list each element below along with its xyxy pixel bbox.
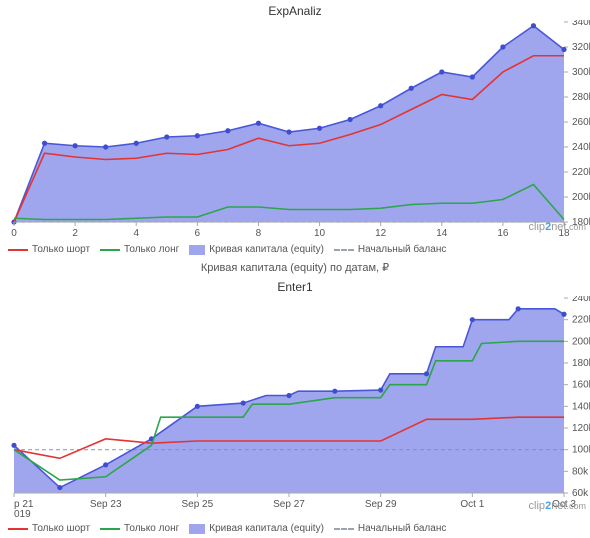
chart1-legend: Только шорт Только лонг Кривая капитала …	[0, 240, 590, 259]
legend-short-swatch	[8, 528, 28, 530]
svg-text:14: 14	[436, 228, 448, 239]
svg-text:12: 12	[375, 228, 387, 239]
svg-text:300k: 300k	[572, 67, 590, 78]
legend-short-2: Только шорт	[8, 523, 90, 534]
svg-text:100k: 100k	[572, 445, 590, 456]
chart2-legend: Только шорт Только лонг Кривая капитала …	[0, 519, 590, 538]
svg-text:180k: 180k	[572, 358, 590, 369]
svg-text:120k: 120k	[572, 423, 590, 434]
svg-text:340k: 340k	[572, 20, 590, 28]
svg-text:16: 16	[497, 228, 509, 239]
legend-equity-label: Кривая капитала (equity)	[209, 523, 324, 534]
svg-text:0: 0	[11, 228, 17, 239]
legend-long-swatch	[100, 249, 120, 251]
legend-baseline-2: Начальный баланс	[334, 523, 446, 534]
legend-baseline-label: Начальный баланс	[358, 523, 446, 534]
legend-long: Только лонг	[100, 244, 179, 255]
svg-text:200k: 200k	[572, 336, 590, 347]
mid-caption: Кривая капитала (equity) по датам, ₽	[0, 259, 590, 276]
svg-text:8: 8	[256, 228, 262, 239]
legend-equity: Кривая капитала (equity)	[189, 244, 324, 255]
legend-baseline-swatch	[334, 528, 354, 530]
watermark: clip2net.com	[529, 221, 586, 233]
legend-short-label: Только шорт	[32, 244, 90, 255]
svg-text:60k: 60k	[572, 488, 589, 499]
chart1-svg: 180k200k220k240k260k280k300k320k340k0246…	[0, 20, 590, 240]
chart2-title: Enter1	[0, 276, 590, 296]
svg-text:200k: 200k	[572, 192, 590, 203]
legend-equity-2: Кривая капитала (equity)	[189, 523, 324, 534]
svg-text:320k: 320k	[572, 42, 590, 53]
top-chart-container: ExpAnaliz 180k200k220k240k260k280k300k32…	[0, 0, 590, 259]
svg-text:80k: 80k	[572, 466, 589, 477]
legend-baseline-swatch	[334, 249, 354, 251]
chart1-plot: 180k200k220k240k260k280k300k320k340k0246…	[0, 20, 590, 240]
watermark-2: clip2net.com	[529, 500, 586, 512]
legend-long-swatch	[100, 528, 120, 530]
svg-text:2: 2	[72, 228, 78, 239]
svg-text:160k: 160k	[572, 380, 590, 391]
legend-equity-swatch	[189, 524, 205, 534]
svg-text:280k: 280k	[572, 92, 590, 103]
legend-short-label: Только шорт	[32, 523, 90, 534]
svg-text:240k: 240k	[572, 142, 590, 153]
chart2-plot: 60k80k100k120k140k160k180k200k220k240kp …	[0, 296, 590, 519]
svg-text:220k: 220k	[572, 315, 590, 326]
svg-text:4: 4	[133, 228, 139, 239]
legend-baseline: Начальный баланс	[334, 244, 446, 255]
legend-baseline-label: Начальный баланс	[358, 244, 446, 255]
legend-short-swatch	[8, 249, 28, 251]
legend-long-label: Только лонг	[124, 523, 179, 534]
bottom-chart-container: Enter1 60k 80k 100k 120k 140k 160k 180k 200k 220…	[0, 276, 590, 538]
legend-short: Только шорт	[8, 244, 90, 255]
svg-text:6: 6	[195, 228, 201, 239]
svg-text:260k: 260k	[572, 117, 590, 128]
chart1-title: ExpAnaliz	[0, 0, 590, 20]
legend-long-label: Только лонг	[124, 244, 179, 255]
chart2-svg: 60k80k100k120k140k160k180k200k220k240kp …	[0, 296, 590, 519]
legend-equity-swatch	[189, 245, 205, 255]
legend-long-2: Только лонг	[100, 523, 179, 534]
svg-text:240k: 240k	[572, 296, 590, 304]
svg-text:220k: 220k	[572, 167, 590, 178]
svg-text:019: 019	[14, 509, 31, 519]
svg-text:10: 10	[314, 228, 326, 239]
svg-text:140k: 140k	[572, 401, 590, 412]
legend-equity-label: Кривая капитала (equity)	[209, 244, 324, 255]
